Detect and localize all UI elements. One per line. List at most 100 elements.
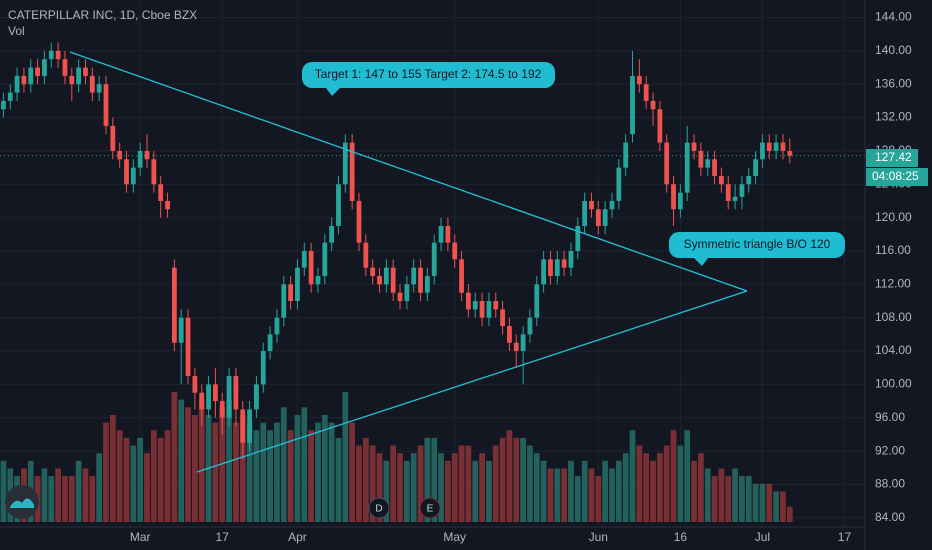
logo[interactable]	[5, 485, 39, 519]
candle-body	[766, 142, 772, 151]
volume-bar	[438, 453, 444, 522]
candle-body	[260, 351, 266, 385]
candle-body	[254, 384, 259, 410]
candle-body	[349, 142, 355, 201]
volume-bar	[698, 453, 704, 522]
candle-body	[616, 167, 622, 201]
candle-body	[486, 301, 492, 318]
volume-bar	[492, 445, 499, 522]
candle-body	[185, 317, 191, 377]
candle-body	[732, 196, 738, 201]
annotation-text: Symmetric triangle B/O 120	[684, 237, 831, 251]
x-tick-label: Jul	[755, 530, 770, 544]
candle-body	[534, 284, 540, 318]
candle-body	[288, 284, 294, 302]
candle-body	[445, 225, 451, 243]
candle-body	[664, 142, 670, 185]
volume-bar	[185, 407, 191, 522]
volume-bar	[677, 445, 684, 522]
candle-body	[390, 267, 396, 293]
earnings-marker[interactable]	[419, 497, 441, 519]
volume-bar	[342, 392, 349, 522]
candle-body	[712, 159, 717, 176]
candle-body	[14, 75, 20, 93]
volume-bar	[130, 445, 137, 522]
volume-bar	[643, 453, 650, 522]
candle-body	[397, 292, 403, 302]
candle-body	[137, 150, 143, 168]
x-tick-label: 17	[216, 530, 230, 544]
volume-bar	[96, 453, 103, 522]
chart-title: CATERPILLAR INC, 1D, Cboe BZX	[8, 8, 197, 22]
volume-bar	[520, 437, 526, 522]
candle-body	[329, 225, 335, 243]
candle-body	[233, 376, 239, 410]
candle-body	[705, 159, 711, 168]
candle-body	[83, 67, 88, 76]
candle-body	[363, 242, 369, 268]
volume-bar	[219, 407, 226, 522]
candle-body	[671, 184, 676, 210]
volume-bar	[410, 453, 417, 522]
annotation-text: Target 1: 147 to 155 Target 2: 174.5 to …	[315, 67, 542, 81]
candle-body	[21, 75, 27, 85]
volume-bar	[294, 414, 301, 522]
volume-bar	[561, 468, 568, 522]
volume-bar	[171, 392, 178, 522]
candle-body	[151, 159, 157, 185]
volume-bar	[403, 460, 410, 522]
volume-bar	[41, 468, 48, 522]
candle-body	[7, 92, 13, 101]
candle-body	[377, 276, 382, 285]
candle-body	[424, 276, 430, 293]
y-tick-label: 112.00	[875, 277, 911, 291]
volume-bar	[759, 483, 766, 522]
candle-body	[595, 209, 601, 226]
volume-bar	[458, 445, 465, 522]
candle-body	[171, 267, 177, 343]
candle-layer	[0, 42, 865, 460]
volume-bar	[650, 460, 656, 522]
volume-bar	[786, 506, 793, 522]
volume-bar	[622, 453, 629, 522]
y-tick-label: 116.00	[875, 243, 911, 257]
candle-body	[725, 184, 731, 201]
candle-body	[466, 292, 471, 310]
candle-body	[691, 142, 697, 151]
volume-bar	[486, 460, 492, 522]
volume-bar	[178, 399, 185, 522]
candle-body	[96, 84, 102, 93]
candle-body	[630, 75, 635, 135]
volume-bar	[568, 460, 574, 522]
candle-body	[493, 301, 499, 310]
candle-body	[267, 334, 273, 352]
candle-body	[684, 142, 690, 193]
candle-body	[55, 50, 61, 60]
volume-bar	[773, 491, 779, 522]
logo-icon	[10, 498, 34, 508]
candle-body	[226, 376, 232, 418]
volume-bar	[137, 437, 144, 522]
candle-body	[301, 250, 307, 268]
volume-bar	[144, 453, 150, 522]
candle-body	[308, 250, 314, 285]
candle-body	[548, 259, 553, 277]
volume-bar	[465, 445, 472, 522]
candle-body	[158, 184, 164, 201]
candle-body	[500, 309, 505, 327]
dividend-marker[interactable]	[368, 497, 390, 519]
candle-body	[322, 242, 328, 277]
y-tick-label: 104.00	[875, 343, 912, 357]
y-tick-label: 100.00	[875, 377, 912, 391]
volume-bar	[356, 445, 362, 522]
volume-bar	[116, 430, 123, 522]
volume-bar	[68, 476, 75, 522]
volume-bar	[527, 445, 533, 522]
candle-body	[1, 100, 6, 110]
candle-body	[773, 142, 779, 151]
countdown-label: 04:08:25	[872, 169, 919, 183]
volume-bar	[157, 437, 164, 522]
volume-bar	[274, 422, 280, 522]
volume-bar	[280, 407, 287, 522]
